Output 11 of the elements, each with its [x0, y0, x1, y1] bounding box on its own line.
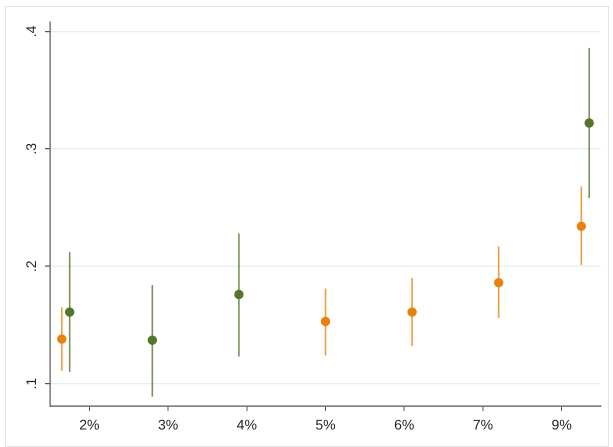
- y-tick-label: .2: [22, 260, 39, 272]
- x-tick-label: 9%: [552, 416, 572, 432]
- x-tick-label: 7%: [472, 416, 494, 432]
- y-tick-label: .3: [22, 142, 39, 155]
- y-tick-label: .1: [22, 378, 39, 390]
- x-tick-label: 6%: [394, 416, 414, 432]
- x-tick-label: 4%: [236, 416, 257, 432]
- y-tick-label: .4: [22, 25, 39, 38]
- x-tick-label: 5%: [315, 416, 336, 432]
- x-tick-label: 2%: [79, 416, 100, 432]
- x-tick-label: 3%: [158, 416, 178, 432]
